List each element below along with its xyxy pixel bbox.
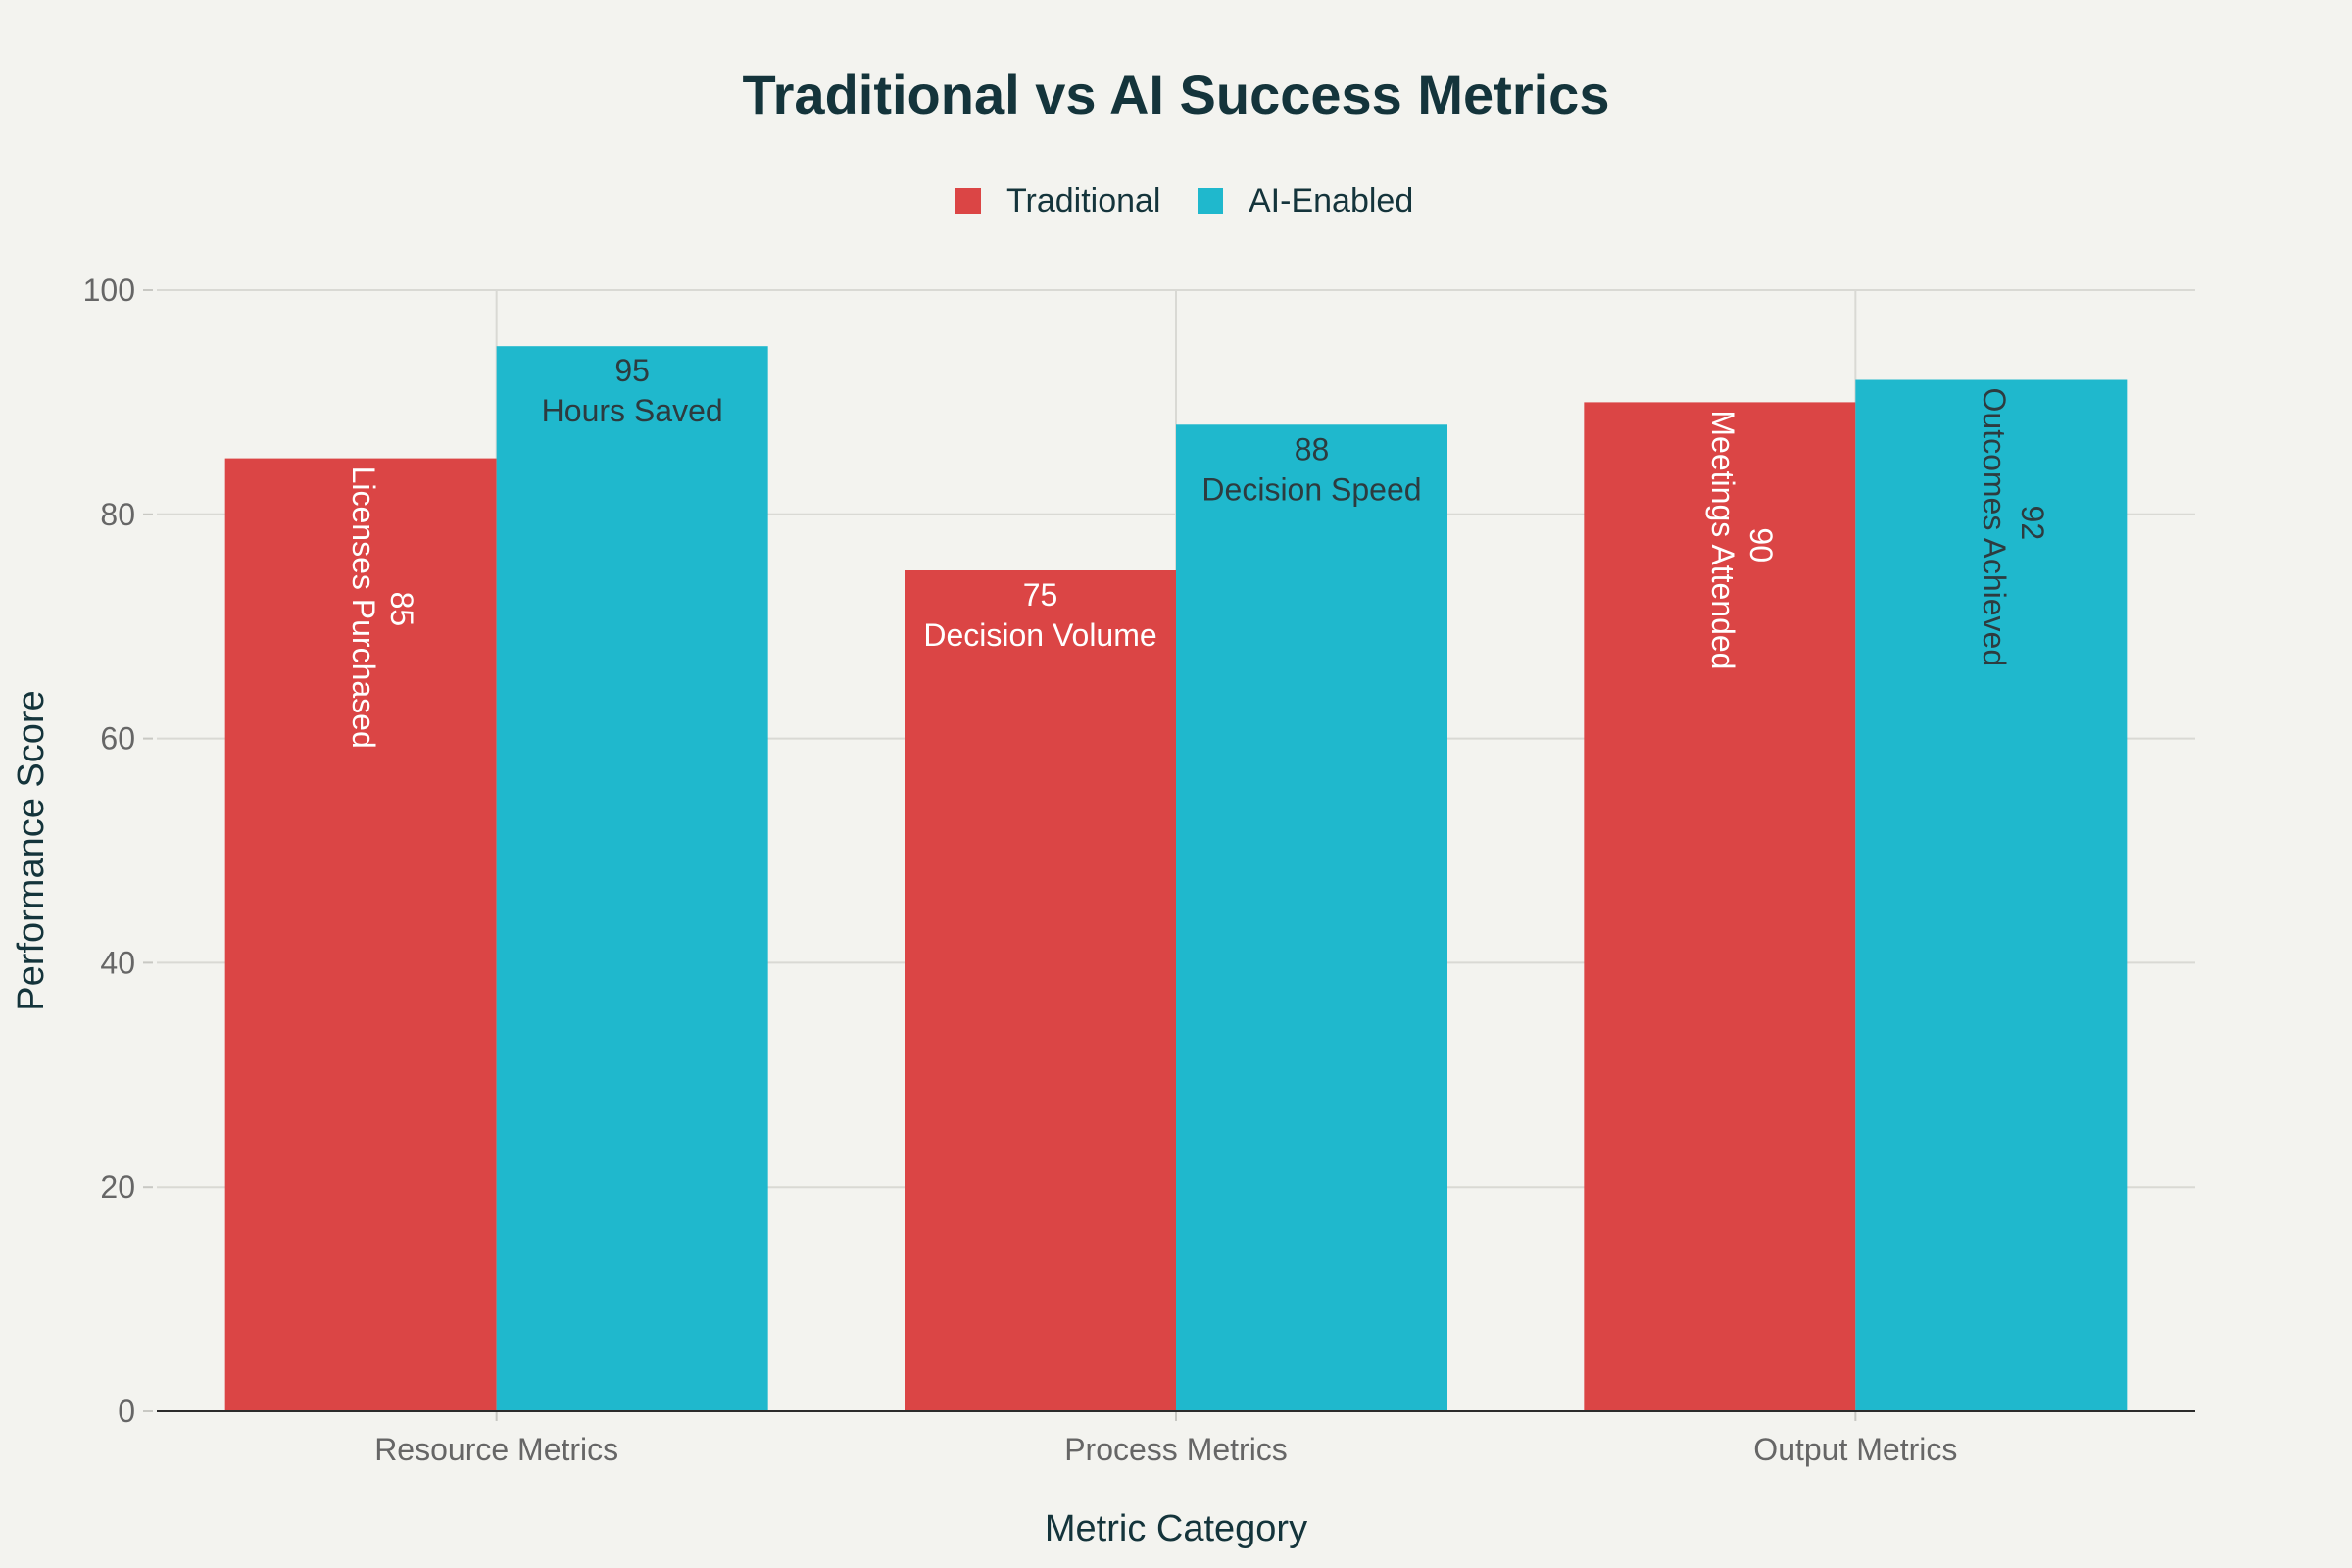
- x-tick-label-resource: Resource Metrics: [374, 1432, 618, 1467]
- bar-traditional-process: [905, 570, 1176, 1411]
- bar-labels: Licenses Purchased 85 95 Hours Saved 75 Decis…: [346, 353, 2050, 749]
- bar-label-group-ai-enabled-output: Outcomes Achieved 92: [1977, 388, 2050, 667]
- legend-swatch-ai-enabled: [1198, 188, 1223, 214]
- y-axis-ticks: 0 20 40 60 80 100: [83, 272, 153, 1429]
- legend-label-ai-enabled: AI-Enabled: [1249, 182, 1413, 220]
- bar-value-traditional-resource: 85: [384, 592, 419, 627]
- x-axis-title: Metric Category: [1045, 1508, 1307, 1549]
- bar-label-group-traditional-output: Meetings Attended 90: [1705, 410, 1779, 669]
- bar-value-traditional-output: 90: [1743, 527, 1779, 563]
- bar-ai-enabled-output: [1855, 379, 2128, 1411]
- y-tick-label-40: 40: [100, 945, 135, 980]
- bar-text-ai-enabled-process: Decision Speed: [1201, 471, 1421, 507]
- bar-ai-enabled-resource: [496, 346, 768, 1412]
- x-tick-label-process: Process Metrics: [1064, 1432, 1288, 1467]
- chart-title: Traditional vs AI Success Metrics: [743, 64, 1610, 125]
- bar-value-traditional-process: 75: [1023, 577, 1058, 612]
- bar-text-ai-enabled-resource: Hours Saved: [542, 393, 723, 428]
- legend-label-traditional: Traditional: [1006, 182, 1160, 220]
- y-tick-label-80: 80: [100, 497, 135, 532]
- bar-value-ai-enabled-process: 88: [1295, 431, 1330, 466]
- bar-value-ai-enabled-output: 92: [2015, 506, 2050, 541]
- bar-value-ai-enabled-resource: 95: [614, 353, 650, 388]
- bar-text-traditional-output: Meetings Attended: [1705, 410, 1740, 669]
- bar-text-traditional-process: Decision Volume: [923, 617, 1156, 653]
- y-tick-label-20: 20: [100, 1169, 135, 1204]
- bar-label-group-traditional-resource: Licenses Purchased 85: [346, 466, 419, 749]
- legend: Traditional AI-Enabled: [956, 182, 1413, 220]
- y-tick-label-100: 100: [83, 272, 135, 308]
- x-tick-label-output: Output Metrics: [1753, 1432, 1957, 1467]
- bars: [224, 346, 2128, 1412]
- y-axis-title: Performance Score: [11, 690, 52, 1010]
- bar-traditional-output: [1584, 402, 1856, 1411]
- y-tick-label-60: 60: [100, 721, 135, 757]
- y-tick-label-0: 0: [118, 1394, 135, 1429]
- bar-ai-enabled-process: [1176, 424, 1447, 1411]
- bar-text-traditional-resource: Licenses Purchased: [346, 466, 381, 749]
- bar-traditional-resource: [224, 458, 497, 1412]
- bar-text-ai-enabled-output: Outcomes Achieved: [1977, 388, 2012, 667]
- x-axis-ticks: Resource Metrics Process Metrics Output Me…: [374, 1411, 1957, 1467]
- legend-swatch-traditional: [956, 188, 981, 214]
